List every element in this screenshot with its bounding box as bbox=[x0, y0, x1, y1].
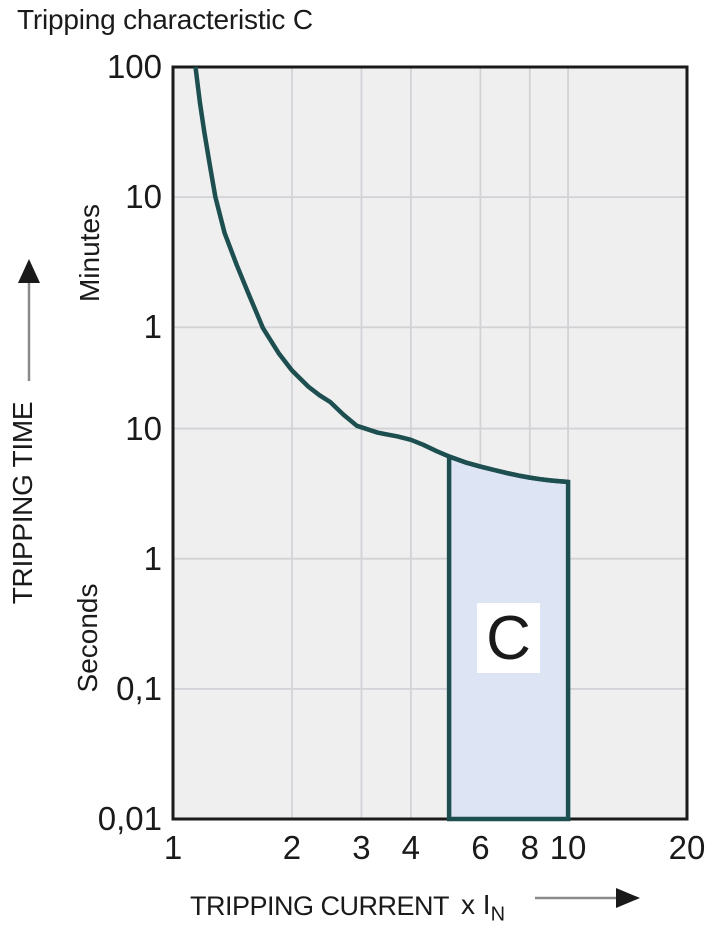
x-tick-label: 6 bbox=[471, 829, 490, 866]
x-axis-unit: x IN bbox=[461, 889, 505, 925]
x-tick-label: 10 bbox=[549, 829, 587, 866]
region-c-label: C bbox=[477, 603, 540, 673]
y-tick-label: 10 bbox=[125, 178, 162, 216]
chart-title: Tripping characteristic C bbox=[17, 4, 313, 35]
x-axis-title: TRIPPING CURRENT bbox=[190, 891, 450, 921]
plot-background bbox=[173, 67, 687, 819]
y-tick-label: 10 bbox=[125, 409, 162, 447]
x-axis-unit-label: x I bbox=[461, 889, 491, 920]
x-tick-label: 1 bbox=[163, 829, 183, 866]
right-arrow-icon bbox=[535, 888, 640, 908]
y-axis-title: TRIPPING TIME bbox=[7, 401, 38, 605]
x-tick-label: 2 bbox=[282, 829, 302, 866]
y-tick-label: 1 bbox=[143, 308, 162, 346]
x-axis-unit-sub: N bbox=[490, 903, 506, 926]
x-tick-label: 3 bbox=[352, 829, 371, 866]
y-tick-label: 0,1 bbox=[116, 669, 162, 707]
x-tick-label: 20 bbox=[668, 829, 706, 866]
y-tick-label: 100 bbox=[106, 48, 162, 85]
tripping-curve bbox=[193, 66, 569, 485]
y-axis-unit-seconds: Seconds bbox=[72, 583, 103, 693]
y-tick-label: 1 bbox=[143, 539, 162, 577]
x-tick-label: 8 bbox=[520, 829, 539, 866]
y-tick-label: 0,01 bbox=[97, 800, 162, 837]
x-tick-label: 4 bbox=[401, 829, 421, 866]
up-arrow-icon bbox=[18, 259, 40, 381]
plot-frame bbox=[171, 65, 689, 821]
y-axis-unit-minutes: Minutes bbox=[74, 203, 105, 303]
